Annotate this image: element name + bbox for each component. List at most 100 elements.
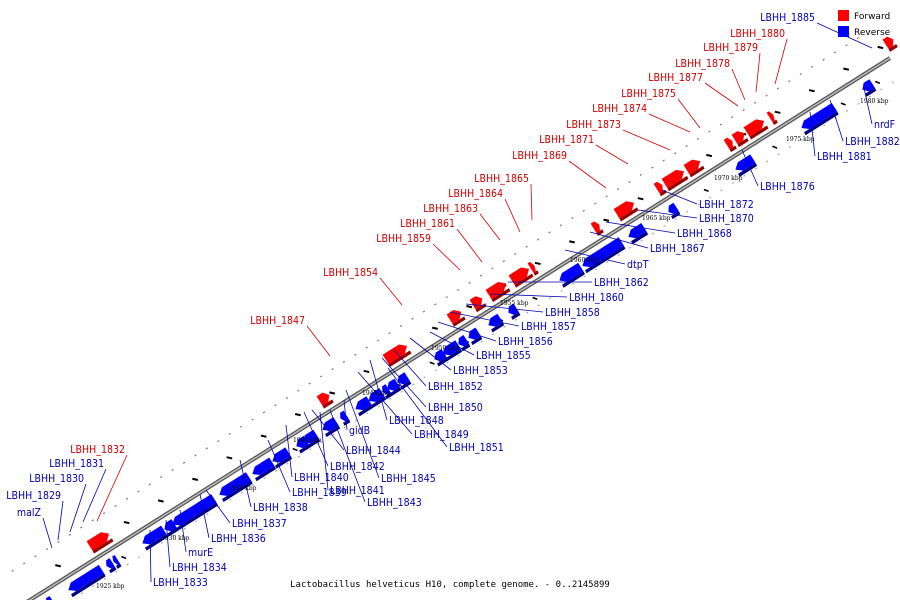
forward-gene[interactable]	[766, 111, 775, 123]
forward-gene[interactable]	[731, 131, 745, 145]
forward-gene-label[interactable]: LBHH_1863	[423, 203, 478, 215]
reverse-gene-label[interactable]: LBHH_1876	[760, 181, 815, 193]
forward-gene[interactable]	[661, 169, 684, 189]
reverse-gene-label[interactable]: LBHH_1839	[292, 487, 347, 499]
reverse-gene[interactable]	[272, 447, 291, 463]
forward-gene-label[interactable]: LBHH_1879	[703, 42, 758, 54]
reverse-gene[interactable]	[112, 554, 120, 565]
reverse-gene[interactable]	[862, 79, 875, 92]
reverse-gene-label[interactable]: LBHH_1837	[232, 518, 287, 530]
reverse-gene-label[interactable]: LBHH_1857	[521, 321, 576, 333]
reverse-gene[interactable]	[382, 384, 391, 395]
reverse-gene-label[interactable]: LBHH_1853	[453, 365, 508, 377]
forward-gene[interactable]	[86, 532, 109, 551]
reverse-gene-label[interactable]: LBHH_1829	[6, 490, 61, 502]
reverse-gene-label[interactable]: gidB	[349, 425, 370, 437]
forward-gene-label[interactable]: LBHH_1877	[648, 72, 703, 84]
reverse-gene[interactable]	[397, 372, 410, 385]
forward-gene-label[interactable]: LBHH_1859	[376, 233, 431, 245]
forward-gene-label[interactable]: LBHH_1854	[323, 267, 378, 279]
reverse-gene-label[interactable]: dtpT	[627, 259, 649, 271]
reverse-gene[interactable]	[46, 595, 55, 600]
reverse-gene-label[interactable]: LBHH_1885	[760, 12, 815, 24]
reverse-gene-label[interactable]: LBHH_1868	[677, 228, 732, 240]
reverse-gene-label[interactable]: murE	[188, 547, 213, 559]
reverse-gene[interactable]	[801, 102, 838, 130]
forward-gene-label[interactable]: LBHH_1869	[512, 150, 567, 162]
reverse-gene[interactable]	[106, 558, 115, 569]
forward-gene-label[interactable]: LBHH_1864	[448, 188, 503, 200]
reverse-gene[interactable]	[302, 429, 319, 444]
reverse-gene-label[interactable]: LBHH_1834	[172, 562, 227, 574]
reverse-gene-label[interactable]: LBHH_1830	[29, 473, 84, 485]
reverse-gene-label[interactable]: LBHH_1844	[346, 445, 401, 457]
reverse-gene-label[interactable]: LBHH_1845	[381, 473, 436, 485]
reverse-gene-label[interactable]: LBHH_1881	[817, 151, 872, 163]
forward-gene[interactable]	[382, 344, 407, 365]
forward-gene[interactable]	[683, 159, 701, 175]
reverse-gene[interactable]	[582, 237, 624, 268]
reverse-gene-label[interactable]: LBHH_1850	[428, 402, 483, 414]
forward-gene-label[interactable]: LBHH_1832	[70, 444, 125, 456]
forward-gene[interactable]	[469, 296, 483, 310]
reverse-gene[interactable]	[252, 457, 275, 476]
forward-gene[interactable]	[508, 267, 530, 285]
reverse-gene-label[interactable]: LBHH_1836	[211, 533, 266, 545]
forward-gene[interactable]	[527, 261, 536, 273]
reverse-gene[interactable]	[488, 313, 503, 327]
reverse-gene-label[interactable]: LBHH_1851	[449, 442, 504, 454]
reverse-gene[interactable]	[628, 223, 647, 239]
forward-gene[interactable]	[723, 137, 733, 150]
reverse-gene[interactable]	[559, 262, 584, 282]
reverse-gene-label[interactable]: LBHH_1852	[428, 381, 483, 393]
reverse-gene-label[interactable]: LBHH_1856	[498, 336, 553, 348]
reverse-gene[interactable]	[442, 340, 461, 356]
reverse-gene-label[interactable]: LBHH_1862	[594, 277, 649, 289]
reverse-gene[interactable]	[355, 396, 372, 411]
forward-gene-label[interactable]: LBHH_1880	[730, 28, 785, 40]
reverse-gene[interactable]	[735, 154, 756, 171]
forward-gene-label[interactable]: LBHH_1865	[474, 173, 529, 185]
reverse-gene-label[interactable]: malZ	[17, 507, 42, 519]
forward-gene-label[interactable]: LBHH_1878	[675, 58, 730, 70]
reverse-gene-label[interactable]: LBHH_1855	[476, 350, 531, 362]
forward-gene-label[interactable]: LBHH_1861	[400, 218, 455, 230]
reverse-gene-label[interactable]: LBHH_1858	[545, 307, 600, 319]
reverse-gene[interactable]	[142, 525, 167, 545]
reverse-gene-label[interactable]: LBHH_1842	[330, 461, 385, 473]
forward-gene[interactable]	[653, 181, 663, 194]
forward-gene[interactable]	[613, 201, 635, 219]
forward-gene[interactable]	[590, 221, 600, 233]
forward-gene-label[interactable]: LBHH_1847	[250, 315, 305, 327]
reverse-gene[interactable]	[434, 348, 447, 362]
reverse-gene-label[interactable]: nrdF	[874, 119, 895, 131]
reverse-gene[interactable]	[164, 519, 177, 532]
reverse-gene[interactable]	[668, 202, 679, 215]
reverse-gene-label[interactable]: LBHH_1848	[389, 415, 444, 427]
reverse-gene-label[interactable]: LBHH_1841	[330, 485, 385, 497]
reverse-gene-label[interactable]: LBHH_1882	[845, 136, 900, 148]
reverse-gene[interactable]	[458, 335, 469, 347]
forward-gene-label[interactable]: LBHH_1871	[539, 134, 594, 146]
reverse-gene[interactable]	[194, 494, 217, 512]
reverse-gene-label[interactable]: LBHH_1849	[414, 429, 469, 441]
reverse-gene-label[interactable]: LBHH_1840	[294, 472, 349, 484]
reverse-gene-label[interactable]: LBHH_1870	[699, 213, 754, 225]
forward-gene[interactable]	[882, 36, 894, 49]
reverse-gene[interactable]	[68, 564, 105, 592]
forward-gene[interactable]	[316, 392, 330, 406]
reverse-gene-label[interactable]: LBHH_1831	[49, 458, 104, 470]
forward-gene-label[interactable]: LBHH_1873	[566, 119, 621, 131]
reverse-gene-label[interactable]: LBHH_1867	[650, 243, 705, 255]
reverse-gene[interactable]	[219, 472, 252, 496]
forward-gene[interactable]	[743, 119, 765, 137]
reverse-gene[interactable]	[340, 410, 349, 422]
forward-gene[interactable]	[485, 281, 507, 300]
reverse-gene-label[interactable]: LBHH_1860	[569, 292, 624, 304]
reverse-gene-label[interactable]: LBHH_1843	[367, 497, 422, 509]
forward-gene-label[interactable]: LBHH_1875	[621, 88, 676, 100]
reverse-gene[interactable]	[387, 378, 400, 391]
forward-gene-label[interactable]: LBHH_1874	[592, 103, 647, 115]
reverse-gene-label[interactable]: LBHH_1833	[153, 577, 208, 589]
reverse-gene-label[interactable]: LBHH_1838	[253, 502, 308, 514]
